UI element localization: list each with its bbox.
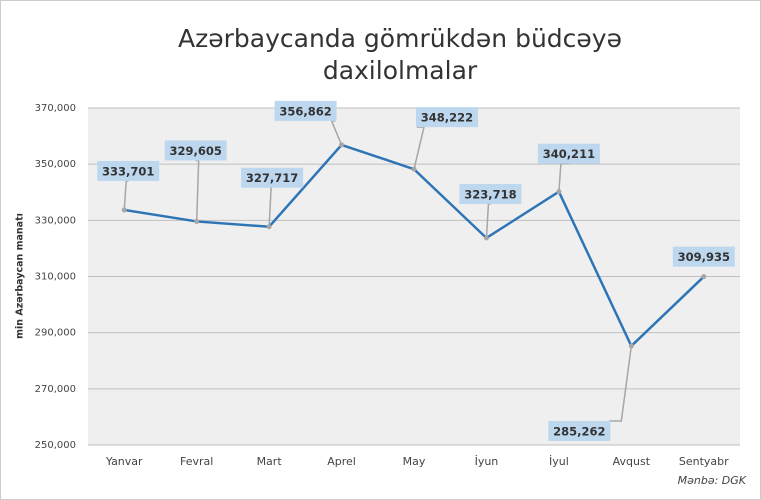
label-box [274,100,337,121]
point [339,142,345,148]
label-box [164,140,227,161]
y-tick-label: 250,000 [35,440,76,451]
x-tick-label: Fevral [180,455,213,468]
chart-title: Azərbaycanda gömrükdən büdcəyə [178,24,622,53]
point [411,166,417,172]
point [121,207,127,213]
label-box [459,183,522,204]
data-label: 327,717 [246,171,298,185]
x-tick-label: İyul [549,455,569,468]
data-label: 340,211 [543,147,595,161]
point [266,224,272,230]
x-tick-label: May [403,455,426,468]
data-label: 348,222 [421,111,473,125]
y-tick-label: 310,000 [35,272,76,283]
y-tick-label: 270,000 [35,384,76,395]
chart-title: daxilolmalar [323,56,478,85]
data-label: 323,718 [464,187,516,201]
label-box [548,420,611,441]
label-box [241,167,304,188]
data-label: 309,935 [678,250,730,264]
data-label: 356,862 [279,104,331,118]
label-box [672,246,735,267]
x-tick-label: İyun [475,455,499,468]
source-note: Mənbə: DGK [678,474,747,487]
x-tick-label: Sentyabr [679,455,729,468]
leader-line [609,345,633,422]
y-tick-label: 330,000 [35,215,76,226]
point [628,343,634,349]
y-axis-label: min Azərbaycan manatı [15,213,26,339]
data-label: 285,262 [553,424,605,438]
label-box [416,107,478,128]
y-tick-label: 350,000 [35,159,76,170]
point [701,274,707,280]
data-label: 333,701 [102,164,154,178]
x-tick-label: Mart [257,455,283,468]
x-tick-label: Aprel [327,455,356,468]
point [556,189,562,195]
point [483,235,489,241]
label-box [537,143,600,164]
x-tick-label: Avqust [613,455,651,468]
y-tick-label: 290,000 [35,328,76,339]
y-tick-label: 370,000 [35,103,76,114]
x-tick-label: Yanvar [105,455,143,468]
data-label: 329,605 [169,144,221,158]
label-box [97,160,160,181]
point [194,218,200,224]
